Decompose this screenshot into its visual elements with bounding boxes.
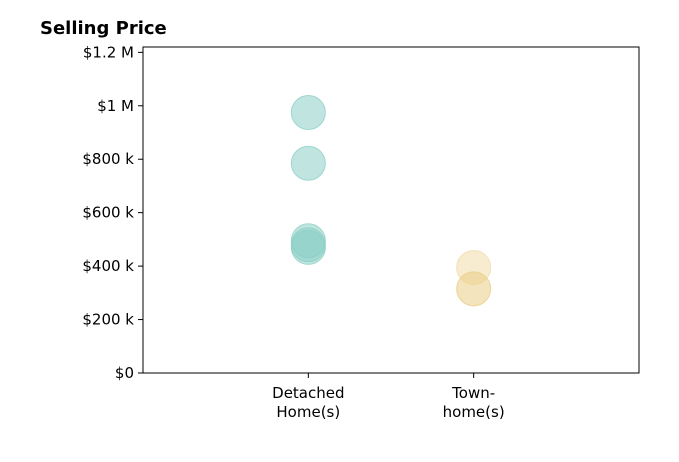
x-tick-label-line: Detached: [272, 384, 344, 402]
x-axis-ticks: Detached Home(s) Town-home(s): [272, 373, 505, 421]
data-point: [290, 229, 326, 265]
chart-title: Selling Price: [40, 18, 167, 39]
x-tick-label-line: Town-: [451, 384, 495, 402]
data-points: [290, 94, 492, 307]
y-tick-label: $200 k: [82, 311, 134, 329]
plot-area-frame: [142, 46, 640, 374]
x-tick-label-line: home(s): [443, 403, 505, 421]
y-tick-label: $400 k: [82, 257, 134, 275]
y-axis-ticks: $0 $200 k $400 k $600 k $800 k $1 M $1.2 M: [82, 43, 143, 382]
data-point: [290, 145, 326, 181]
y-tick-label: $600 k: [82, 204, 134, 222]
data-point: [456, 271, 492, 307]
y-tick-label: $0: [115, 364, 134, 382]
y-tick-label: $1.2 M: [83, 43, 134, 61]
x-tick-label-line: Home(s): [276, 403, 340, 421]
x-tick-label: Town-home(s): [443, 384, 505, 421]
y-tick-label: $1 M: [97, 97, 134, 115]
x-tick-label: Detached Home(s): [272, 384, 344, 421]
y-tick-label: $800 k: [82, 150, 134, 168]
data-point: [290, 94, 326, 130]
